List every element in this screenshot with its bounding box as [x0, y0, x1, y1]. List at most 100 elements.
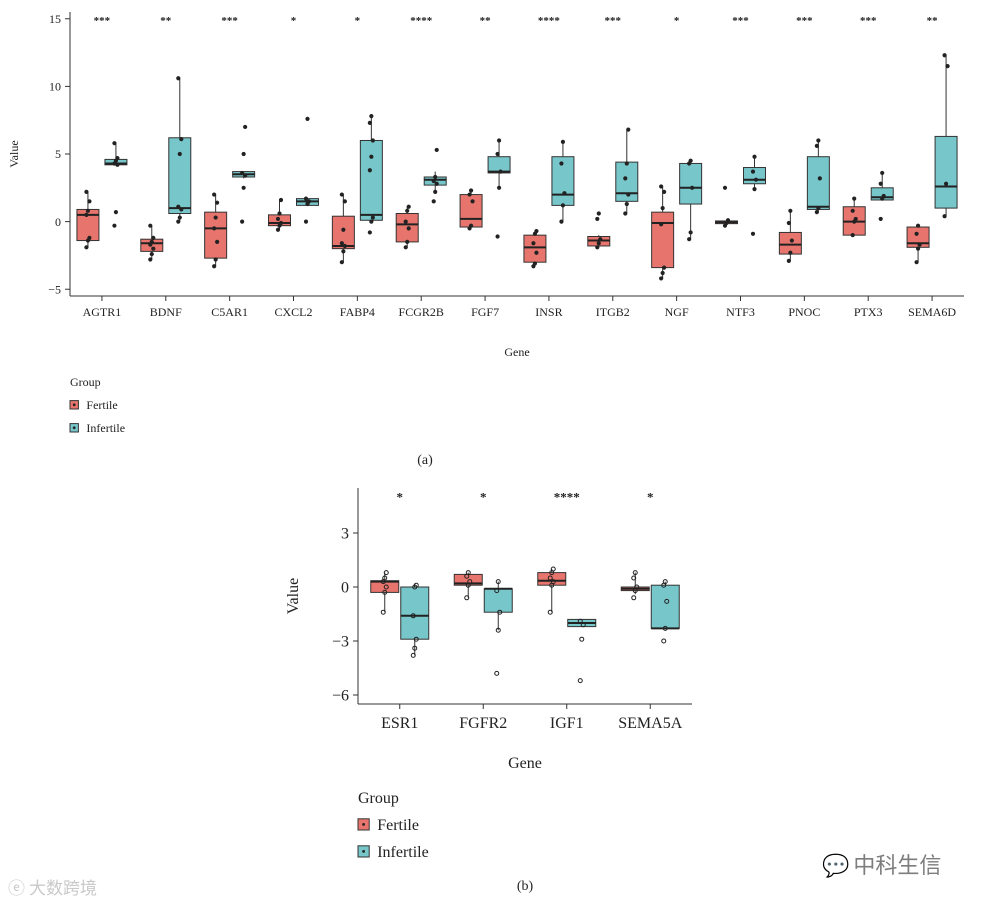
data-point	[213, 215, 218, 220]
data-point	[722, 185, 728, 190]
data-point	[243, 173, 248, 178]
x-tick-label: C5AR1	[211, 305, 248, 319]
data-point	[660, 270, 665, 276]
legend-swatch-dot	[362, 823, 365, 826]
data-point	[341, 227, 346, 232]
data-point	[688, 158, 693, 163]
x-tick-label: SEMA5A	[618, 715, 682, 732]
data-point	[817, 176, 822, 181]
watermark-right: 💬 中科生信	[822, 848, 941, 880]
data-point	[577, 678, 583, 684]
y-tick-label: −6	[332, 688, 349, 705]
data-point	[342, 243, 347, 249]
box-body	[400, 586, 430, 640]
data-point	[464, 595, 470, 601]
data-point	[468, 188, 474, 193]
data-point	[179, 137, 184, 142]
data-point	[942, 214, 947, 219]
chart-panel-a: −5051015AGTR1***BDNF**C5AR1***CXCL2*FABP…	[7, 12, 964, 468]
x-tick-label: CXCL2	[274, 305, 312, 319]
data-point	[383, 584, 389, 590]
data-point	[814, 143, 819, 148]
box-fertile-fgf7	[459, 188, 483, 231]
data-point	[917, 242, 922, 247]
x-tick-label: NGF	[665, 305, 689, 319]
data-point	[623, 211, 628, 216]
box-infertile-fcgr2b	[423, 147, 447, 204]
data-point	[406, 226, 411, 231]
data-point	[945, 63, 950, 69]
data-point	[914, 231, 919, 236]
data-point	[84, 245, 89, 250]
significance-label: ***	[796, 15, 813, 27]
box-infertile-insr	[551, 139, 575, 224]
data-point	[853, 216, 858, 222]
data-point	[534, 250, 539, 255]
data-point	[660, 205, 665, 211]
data-point	[659, 184, 664, 189]
box-infertile-igf1	[567, 618, 597, 684]
data-point	[662, 579, 668, 585]
significance-label: ***	[732, 15, 749, 27]
legend-swatch-dot	[72, 426, 76, 430]
data-point	[367, 168, 372, 173]
y-tick-label: 10	[49, 80, 61, 94]
data-point	[241, 185, 246, 190]
legend-swatch-dot	[72, 403, 76, 407]
x-tick-label: AGTR1	[83, 305, 122, 319]
data-point	[431, 178, 436, 184]
data-point	[151, 235, 156, 240]
data-point	[662, 189, 667, 194]
box-fertile-bdnf	[140, 223, 164, 262]
data-point	[383, 570, 389, 576]
data-point	[112, 141, 117, 146]
data-point	[880, 170, 885, 176]
data-point	[788, 250, 793, 255]
data-point	[814, 210, 819, 215]
data-point	[659, 276, 664, 281]
data-point	[382, 575, 388, 581]
legend: Group Fertile Infertile	[69, 375, 125, 435]
data-point	[786, 258, 791, 263]
box-body	[459, 194, 483, 228]
legend: Group Fertile Infertile	[357, 790, 429, 861]
box-body	[359, 139, 383, 221]
data-point	[149, 239, 154, 245]
data-point	[370, 138, 375, 143]
x-tick-label: FABP4	[340, 305, 375, 319]
data-point	[410, 652, 416, 658]
data-point	[626, 192, 631, 197]
y-tick-label: 5	[55, 147, 61, 161]
data-point	[405, 208, 410, 213]
data-point	[547, 609, 553, 615]
x-tick-label: ITGB2	[596, 305, 630, 319]
data-point	[176, 204, 181, 209]
data-point	[850, 233, 855, 238]
y-tick-label: 3	[341, 526, 349, 543]
data-point	[786, 220, 791, 226]
box-fertile-fcgr2b	[395, 204, 419, 250]
box-infertile-fgfr2	[483, 579, 513, 676]
data-point	[241, 151, 246, 157]
box-body	[743, 167, 766, 185]
data-point	[367, 120, 372, 125]
box-body	[651, 211, 675, 269]
data-point	[915, 223, 921, 228]
data-point	[495, 234, 500, 239]
box-infertile-cxcl2	[296, 116, 319, 224]
weibo-icon: ⓔ	[8, 879, 25, 899]
box-fertile-agtr1	[76, 189, 100, 250]
data-point	[87, 235, 92, 240]
data-point	[410, 613, 416, 619]
data-point	[852, 196, 857, 201]
y-tick-label: −3	[332, 634, 349, 651]
x-tick-label: PTX3	[854, 305, 883, 319]
significance-label: ***	[221, 15, 238, 27]
data-point	[342, 199, 347, 204]
box-fertile-c5ar1	[204, 192, 228, 269]
data-point	[943, 181, 949, 186]
data-point	[148, 223, 153, 228]
box-infertile-pnoc	[806, 138, 830, 215]
box-infertile-fgf7	[487, 138, 511, 239]
box-fertile-ntf3	[715, 185, 738, 228]
